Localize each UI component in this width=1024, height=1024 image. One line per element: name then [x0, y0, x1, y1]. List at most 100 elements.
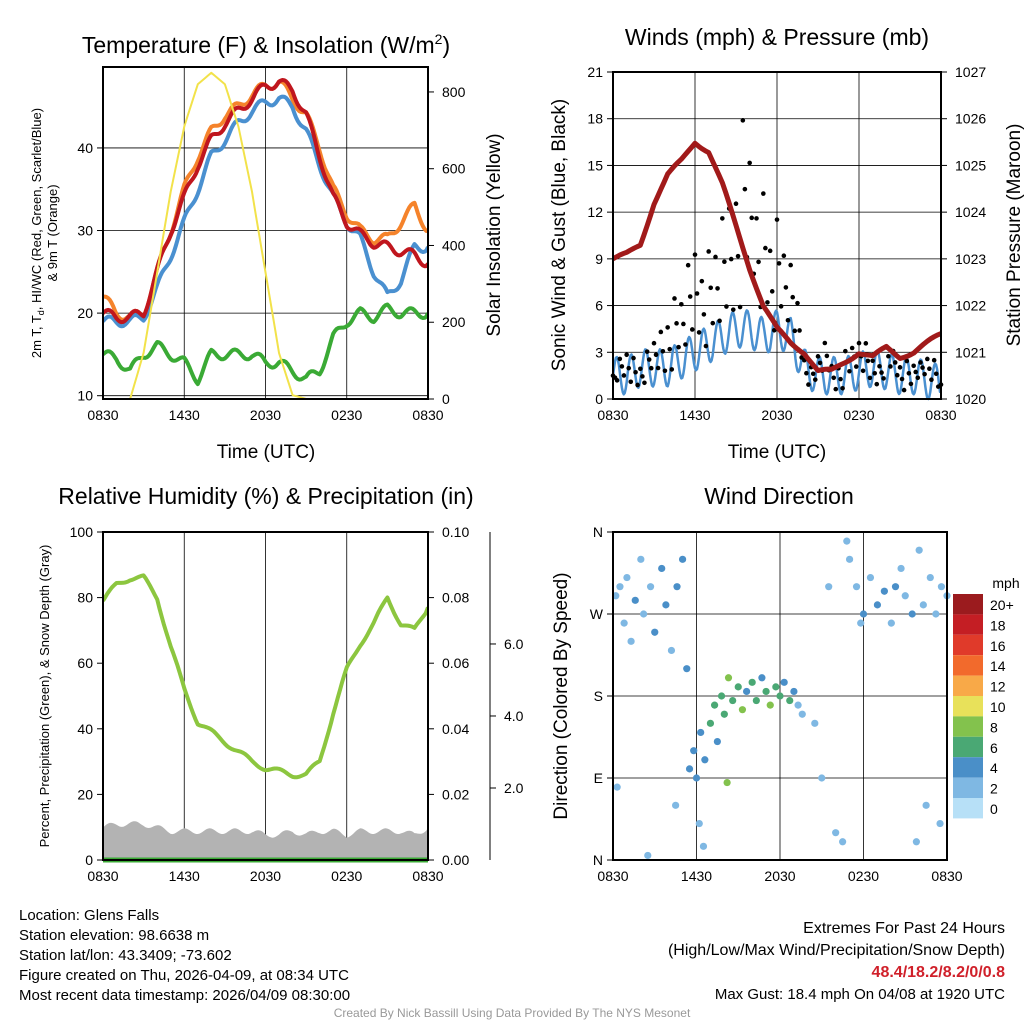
direction-x-tick: 0830 [597, 868, 628, 884]
temp-y2-tick: 0 [442, 391, 450, 407]
gust-point [897, 365, 903, 370]
snow-y3-tick: 6.0 [504, 636, 524, 652]
wind-y2-tick: 1024 [955, 204, 986, 220]
direction-y-tick: S [594, 688, 603, 704]
direction-point [646, 583, 655, 591]
gust-point [640, 374, 645, 379]
legend-label: 8 [990, 719, 998, 735]
gust-point [838, 376, 843, 382]
direction-point [662, 601, 670, 609]
wind-y-tick: 12 [587, 204, 603, 220]
legend-swatch [953, 675, 983, 696]
gust-point [840, 385, 845, 391]
wind-x-tick: 0230 [843, 407, 874, 423]
direction-y-tick: E [594, 770, 603, 786]
gust-point [689, 327, 695, 332]
direction-point [692, 774, 701, 782]
gust-point [733, 201, 739, 207]
gust-point [853, 364, 859, 369]
temp-y-tick: 40 [77, 140, 93, 156]
direction-point [825, 583, 833, 591]
gust-point [929, 377, 934, 383]
direction-point [713, 737, 721, 746]
direction-x-tick: 1430 [681, 868, 712, 884]
temp-series-line [103, 302, 428, 387]
temp-chart-title: Temperature (F) & Insolation (W/m2) [82, 31, 450, 58]
direction-point [724, 674, 733, 682]
direction-point [852, 583, 861, 591]
gust-point [617, 356, 623, 362]
gust-point [795, 300, 800, 306]
gust-point [774, 217, 780, 222]
wind-x-tick: 0830 [925, 407, 956, 423]
gust-point [763, 245, 768, 251]
direction-point [710, 701, 719, 709]
direction-point [637, 555, 645, 563]
legend-swatch [953, 798, 983, 819]
gust-point [920, 365, 925, 370]
gust-point [831, 375, 837, 381]
gust-point [740, 118, 746, 123]
gust-point [815, 354, 821, 359]
direction-point [743, 687, 751, 696]
direction-point [738, 706, 747, 714]
created-text: Figure created on Thu, 2026-04-09, at 08… [19, 967, 349, 984]
wind-plot-border [612, 71, 942, 400]
rh-series-line [103, 573, 428, 780]
temp-x-tick: 2030 [250, 407, 281, 423]
gust-point [925, 356, 930, 362]
direction-point [901, 592, 909, 600]
legend-swatch [953, 634, 983, 656]
gust-point [817, 360, 823, 366]
legend-label: 16 [990, 638, 1006, 654]
gust-point [797, 328, 802, 333]
gust-point [879, 370, 884, 375]
gust-point [708, 285, 714, 291]
direction-point [926, 573, 934, 582]
temp-series-line [103, 94, 428, 329]
gust-point [785, 317, 791, 323]
gust-point [651, 340, 657, 346]
direction-point [932, 610, 940, 618]
direction-x-tick: 0830 [931, 868, 962, 884]
gust-point [747, 160, 752, 166]
gust-point [771, 327, 777, 333]
gust-point [710, 320, 716, 326]
wind-y2-tick: 1022 [955, 298, 986, 314]
gust-point [810, 371, 816, 377]
gust-point [806, 382, 811, 387]
direction-point [672, 801, 680, 809]
gust-point [918, 360, 923, 365]
temp-y-tick: 20 [77, 305, 93, 321]
gust-point [769, 289, 775, 294]
direction-point [766, 701, 774, 709]
gust-point [888, 364, 893, 369]
gust-point [931, 357, 937, 363]
rh-y-tick: 20 [77, 786, 93, 802]
wind-y2-tick: 1021 [955, 344, 986, 360]
gust-point [843, 348, 848, 354]
direction-point [678, 555, 687, 563]
rh-y-label: Percent, Precipitation (Green), & Snow D… [37, 545, 52, 848]
gust-point [646, 357, 652, 362]
gust-point [653, 352, 659, 358]
direction-point [919, 601, 927, 609]
rh-y2-tick: 0.02 [442, 786, 469, 802]
direction-point [776, 692, 784, 700]
temp-plot-border [102, 66, 429, 400]
rh-y2-tick: 0.04 [442, 721, 469, 737]
gust-point [720, 216, 725, 221]
wind-y2-tick: 1026 [955, 111, 986, 127]
direction-point [780, 678, 788, 686]
gust-point [631, 355, 636, 361]
gust-point [676, 344, 681, 350]
location-text: Location: Glens Falls [19, 907, 160, 924]
gust-point [856, 340, 862, 346]
max-gust-text: Max Gust: 18.4 mph On 04/08 at 1920 UTC [714, 986, 1005, 1003]
direction-point [673, 583, 681, 591]
temp-x-tick: 0830 [87, 407, 118, 423]
gust-point [672, 296, 677, 301]
gust-point [692, 252, 698, 257]
direction-point [922, 801, 930, 809]
svg-text:2m T, Td, HI/WC (Red, Green, S: 2m T, Td, HI/WC (Red, Green, Scarlet/Blu… [29, 108, 46, 358]
